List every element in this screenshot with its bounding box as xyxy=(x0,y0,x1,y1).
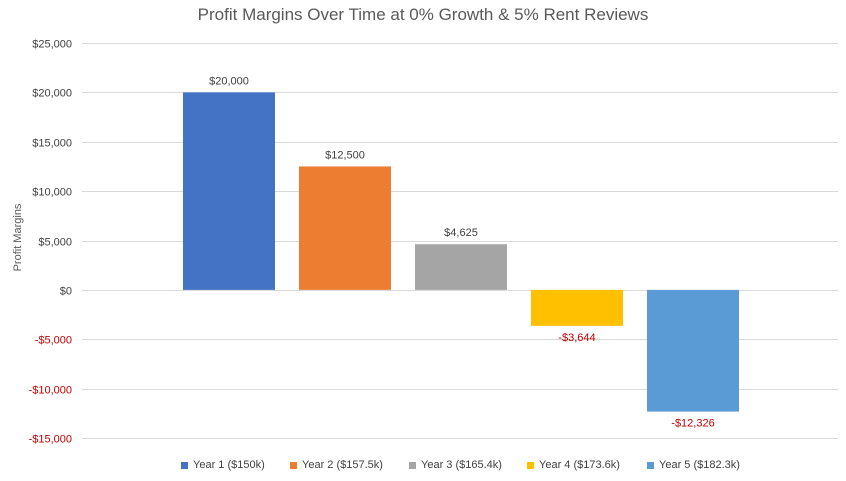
legend-item: Year 1 ($150k) xyxy=(181,457,265,473)
y-tick-label: -$5,000 xyxy=(35,335,72,347)
y-tick-label: -$15,000 xyxy=(29,434,72,446)
legend-swatch xyxy=(409,461,416,469)
legend-swatch xyxy=(647,461,654,469)
data-label: -$12,326 xyxy=(671,418,714,430)
data-label: $20,000 xyxy=(209,75,249,87)
chart-title: Profit Margins Over Time at 0% Growth & … xyxy=(197,5,649,24)
legend-item: Year 5 ($182.3k) xyxy=(647,457,740,473)
bar xyxy=(183,92,275,290)
bar xyxy=(415,244,507,290)
legend-label: Year 1 ($150k) xyxy=(193,459,265,471)
chart-legend: Year 1 ($150k) Year 2 ($157.5k) Year 3 ($1… xyxy=(0,457,846,473)
legend-item: Year 3 ($165.4k) xyxy=(409,457,502,473)
y-tick-label: $0 xyxy=(60,286,72,298)
legend-swatch xyxy=(181,461,188,469)
legend-label: Year 3 ($165.4k) xyxy=(421,459,502,471)
y-tick-label: $10,000 xyxy=(32,187,72,199)
y-axis-label: Profit Margins xyxy=(12,203,24,271)
data-label: -$3,644 xyxy=(558,332,595,344)
bar xyxy=(647,289,739,412)
y-tick-label: $15,000 xyxy=(32,138,72,150)
legend-label: Year 2 ($157.5k) xyxy=(302,459,383,471)
data-label: $12,500 xyxy=(325,149,365,161)
y-tick-label: $5,000 xyxy=(38,237,72,249)
legend-item: Year 4 ($173.6k) xyxy=(527,457,620,473)
legend-item: Year 2 ($157.5k) xyxy=(290,457,383,473)
bar xyxy=(531,289,623,326)
legend-label: Year 5 ($182.3k) xyxy=(659,459,740,471)
y-tick-label: $25,000 xyxy=(32,39,72,51)
legend-swatch xyxy=(527,461,534,469)
legend-label: Year 4 ($173.6k) xyxy=(539,459,620,471)
y-tick-label: $20,000 xyxy=(32,88,72,100)
data-label: $4,625 xyxy=(444,227,478,239)
bar xyxy=(299,166,391,290)
legend-swatch xyxy=(290,461,297,469)
y-tick-label: -$10,000 xyxy=(29,385,72,397)
